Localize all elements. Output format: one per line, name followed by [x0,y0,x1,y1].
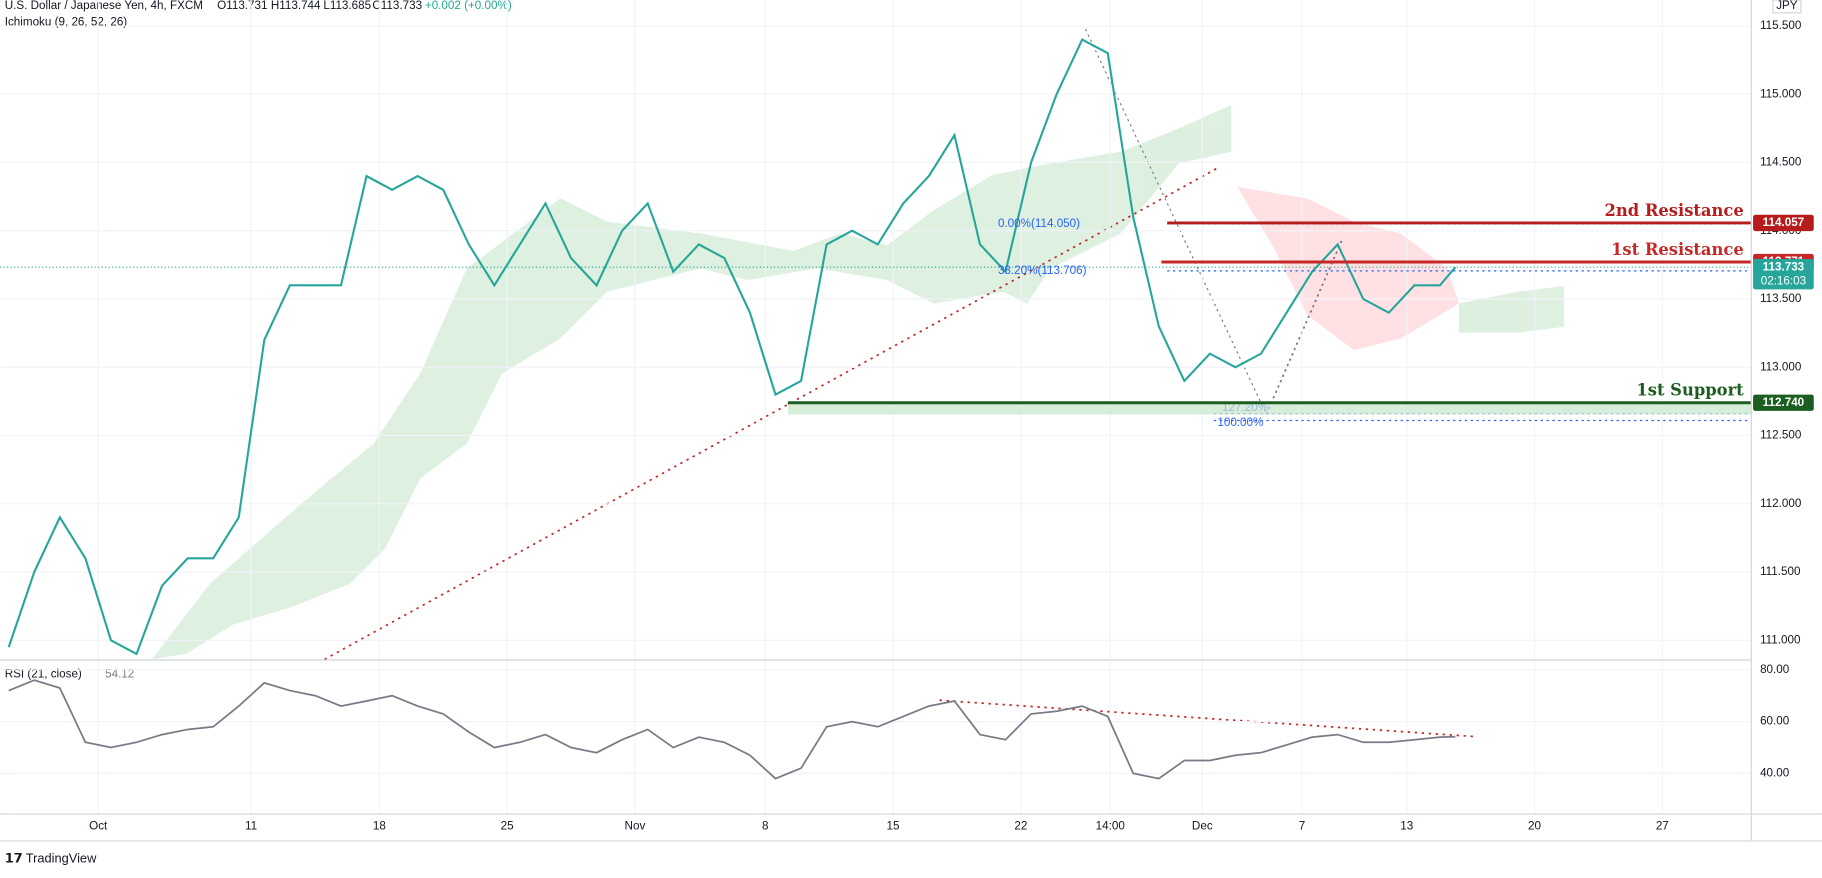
countdown: 02:16:03 [1761,274,1806,287]
currency: JPY [1776,0,1798,12]
x-tick-label: 27 [1656,819,1669,832]
x-tick-label: Oct [89,819,108,832]
x-tick-label: 14:00 [1096,819,1126,832]
x-tick-label: 7 [1299,819,1305,832]
y-tick-label: 40.00 [1760,766,1790,779]
change: +0.002 (+0.00%) [425,0,512,12]
level-name: 1st Resistance [1611,240,1744,259]
level-price-box [1753,214,1814,232]
rsi-current: 54.12 [105,668,134,681]
fib-label: 100.00% [1217,416,1263,429]
level-name: 1st Support [1636,381,1744,400]
x-tick-label: 11 [245,819,257,832]
x-tick-label: 22 [1014,819,1027,832]
x-tick-label: 18 [373,819,386,832]
y-tick-label: 60.00 [1760,715,1790,728]
fib-label: 0.00%(114.050) [998,217,1080,230]
y-tick-label: 113.500 [1760,292,1802,305]
y-tick-label: 115.000 [1760,87,1802,100]
rsi-trendline [939,699,1474,738]
support-zone [787,402,1751,415]
level-price: 112.740 [1763,396,1805,409]
y-tick-label: 112.000 [1760,497,1802,510]
currency-box [1772,0,1802,14]
current-price-box [1753,259,1814,290]
y-tick-label: 80.00 [1760,663,1790,676]
footer: TradingView [26,850,97,865]
y-tick-label: 114.500 [1760,156,1802,169]
trendline [324,166,1221,661]
current-price: 113.733 [1763,260,1805,273]
fib-line [1084,28,1267,415]
symbol: U.S. Dollar / Japanese Yen, 4h, FXCM [5,0,203,12]
x-tick-label: 20 [1528,819,1541,832]
y-tick-label: 112.500 [1760,429,1802,442]
y-tick-label: 115.500 [1760,19,1802,32]
price-line [7,38,1457,656]
rsi-line [8,679,1456,780]
x-tick-label: 13 [1400,819,1413,832]
level-price: 114.057 [1763,216,1805,229]
high: H113.744 [271,0,321,12]
fib-line [1265,238,1344,415]
level-price-box [1753,394,1814,411]
x-tick-label: 15 [887,819,900,832]
level-name: 2nd Resistance [1605,201,1744,220]
x-tick-label: 8 [762,819,768,832]
open: O113.731 [217,0,267,12]
x-tick-label: 25 [501,819,514,832]
low: L113.685 [323,0,371,12]
rsi-title: RSI (21, close) [5,668,82,681]
x-tick-label: Dec [1192,819,1213,832]
indicator: Ichimoku (9, 26, 52, 26) [5,15,128,28]
y-tick-label: 111.500 [1760,565,1801,578]
fib-label: 38.20%(113.706) [998,264,1087,277]
y-tick-label: 113.000 [1760,360,1802,373]
y-tick-label: 111.000 [1760,633,1801,646]
x-tick-label: Nov [625,819,646,832]
plot: 111.000 111.500 112.000 112.500 113.000 113.5… [0,0,1814,832]
logo: 𝟭𝟳 [5,850,23,865]
close: C113.733 [372,0,422,12]
